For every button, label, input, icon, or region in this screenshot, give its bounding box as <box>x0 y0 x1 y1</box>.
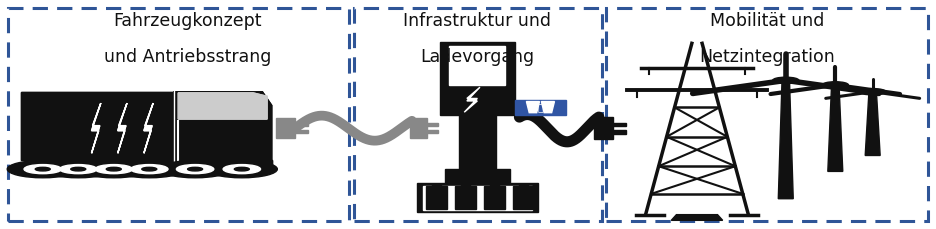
Polygon shape <box>779 80 793 199</box>
Polygon shape <box>31 160 173 169</box>
Polygon shape <box>178 93 267 119</box>
Polygon shape <box>459 114 496 169</box>
Text: Netzintegration: Netzintegration <box>699 49 835 66</box>
Text: und Antriebsstrang: und Antriebsstrang <box>104 49 271 66</box>
Polygon shape <box>455 186 476 209</box>
Polygon shape <box>92 103 101 153</box>
Text: Fahrzeugkonzept: Fahrzeugkonzept <box>113 12 262 30</box>
Polygon shape <box>490 184 499 186</box>
Circle shape <box>187 167 202 171</box>
Bar <box>295 123 308 126</box>
Polygon shape <box>22 92 173 160</box>
Circle shape <box>142 167 156 171</box>
Polygon shape <box>423 185 532 210</box>
Polygon shape <box>671 215 723 220</box>
Polygon shape <box>410 118 427 138</box>
Circle shape <box>159 161 230 178</box>
Polygon shape <box>92 103 101 153</box>
Polygon shape <box>594 117 613 139</box>
Polygon shape <box>865 92 880 155</box>
FancyBboxPatch shape <box>8 8 349 221</box>
Circle shape <box>223 165 260 174</box>
Circle shape <box>95 165 133 174</box>
Polygon shape <box>827 85 842 171</box>
Polygon shape <box>173 160 271 169</box>
Circle shape <box>36 167 51 171</box>
Polygon shape <box>426 186 447 209</box>
Polygon shape <box>173 92 271 160</box>
Circle shape <box>234 167 249 171</box>
Polygon shape <box>515 100 566 114</box>
Polygon shape <box>449 46 505 85</box>
Bar <box>613 130 626 134</box>
Polygon shape <box>118 103 127 153</box>
FancyBboxPatch shape <box>354 8 602 221</box>
Polygon shape <box>31 160 173 169</box>
Circle shape <box>176 165 213 174</box>
Circle shape <box>822 82 848 88</box>
Polygon shape <box>22 92 173 160</box>
Polygon shape <box>440 42 515 114</box>
Polygon shape <box>144 103 154 153</box>
Circle shape <box>79 161 150 178</box>
Text: ⧉: ⧉ <box>537 102 544 112</box>
Polygon shape <box>445 169 510 183</box>
Circle shape <box>43 161 114 178</box>
Bar <box>427 123 438 126</box>
Polygon shape <box>118 103 127 153</box>
Polygon shape <box>464 87 480 112</box>
Polygon shape <box>526 101 539 113</box>
Circle shape <box>107 167 122 171</box>
Text: Ladevorgang: Ladevorgang <box>420 49 534 66</box>
Circle shape <box>206 161 277 178</box>
Circle shape <box>131 165 168 174</box>
Polygon shape <box>178 93 267 119</box>
Polygon shape <box>173 92 271 160</box>
Polygon shape <box>541 101 554 113</box>
Circle shape <box>24 165 62 174</box>
Text: Infrastruktur und: Infrastruktur und <box>403 12 551 30</box>
Circle shape <box>60 165 97 174</box>
Polygon shape <box>417 183 538 212</box>
Circle shape <box>114 161 184 178</box>
Bar <box>427 130 438 133</box>
Polygon shape <box>461 184 470 186</box>
Bar <box>613 123 626 126</box>
Bar <box>295 130 308 133</box>
Polygon shape <box>519 184 528 186</box>
Text: Mobilität und: Mobilität und <box>709 12 825 30</box>
Circle shape <box>859 89 885 95</box>
Circle shape <box>7 161 79 178</box>
Polygon shape <box>173 160 271 169</box>
Polygon shape <box>484 186 505 209</box>
Bar <box>276 118 295 138</box>
Polygon shape <box>432 184 441 186</box>
Circle shape <box>773 77 798 84</box>
Circle shape <box>71 167 86 171</box>
FancyBboxPatch shape <box>607 8 928 221</box>
Polygon shape <box>513 186 534 209</box>
Polygon shape <box>144 103 154 153</box>
